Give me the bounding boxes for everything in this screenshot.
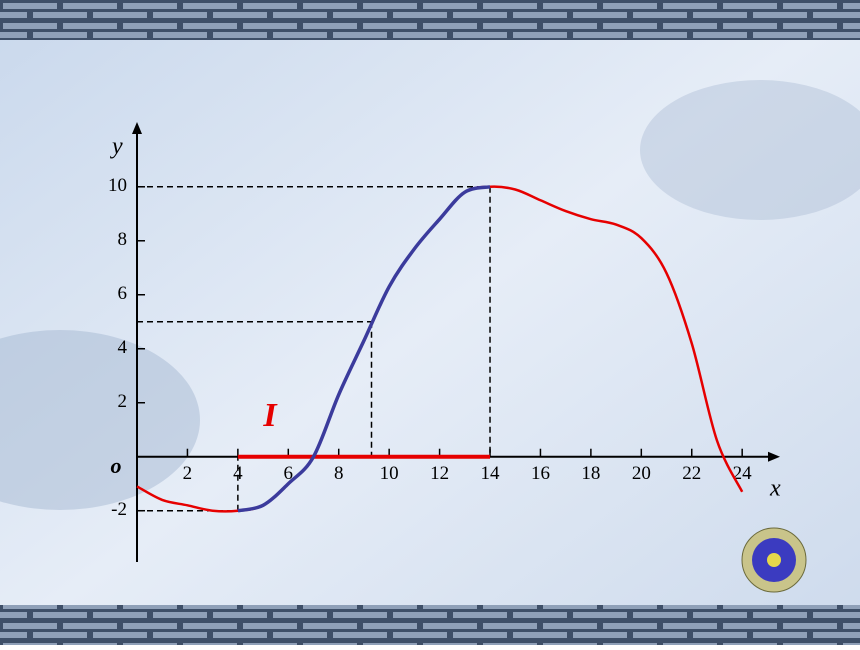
origin-label: o <box>111 453 122 478</box>
x-tick-label: 24 <box>733 463 753 484</box>
x-tick-label: 6 <box>284 463 294 484</box>
bottom-border <box>0 605 860 645</box>
x-tick-label: 2 <box>183 463 193 484</box>
interval-label: I <box>262 397 278 434</box>
x-tick-label: 16 <box>531 463 550 484</box>
top-border <box>0 0 860 40</box>
x-tick-label: 18 <box>581 463 600 484</box>
highlight-curve <box>237 185 491 513</box>
x-tick-label: 12 <box>430 463 449 484</box>
decoration <box>640 80 860 220</box>
y-axis-arrow <box>132 122 142 134</box>
y-tick-label: 2 <box>118 391 128 412</box>
y-tick-label: 6 <box>118 283 128 304</box>
x-axis-label: x <box>769 476 781 502</box>
x-tick-label: 4 <box>233 463 243 484</box>
x-tick-label: 20 <box>632 463 651 484</box>
decoration <box>0 330 200 510</box>
x-tick-label: 14 <box>481 463 501 484</box>
y-tick-label: 4 <box>118 337 128 358</box>
y-tick-label: -2 <box>111 499 127 520</box>
x-axis-arrow <box>768 451 780 462</box>
y-tick-label: 8 <box>118 229 128 250</box>
x-tick-label: 22 <box>682 463 701 484</box>
x-tick-label: 10 <box>380 463 399 484</box>
x-tick-label: 8 <box>334 463 344 484</box>
y-tick-label: 10 <box>108 175 127 196</box>
flower-icon <box>741 527 807 593</box>
y-axis-label: y <box>110 134 123 160</box>
